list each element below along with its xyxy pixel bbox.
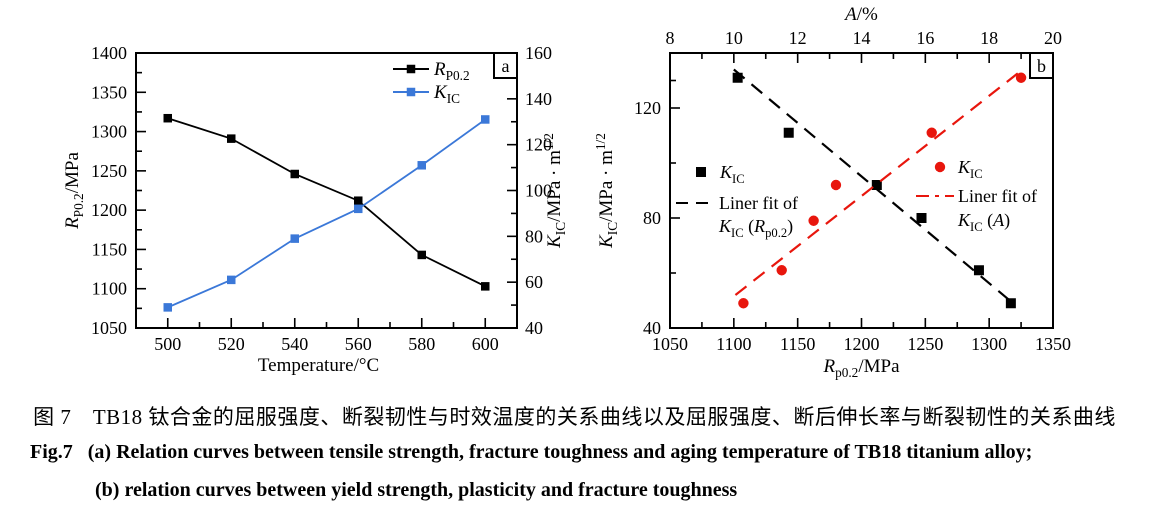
data-point-square <box>916 213 927 223</box>
data-point-circle <box>738 298 749 309</box>
legend-label: KIC <box>719 162 745 186</box>
x-bottom-tick-label: 1250 <box>907 334 943 354</box>
legend-fit-label: KIC (A) <box>957 210 1010 234</box>
data-point-circle <box>934 161 946 173</box>
x-top-tick-label: 16 <box>916 28 934 48</box>
data-point-square <box>481 115 490 124</box>
fit-line-red <box>734 68 1024 296</box>
data-point-circle <box>808 215 819 226</box>
y-right-tick-label: 100 <box>525 181 552 201</box>
y-left-tick-label: 1100 <box>92 279 127 299</box>
data-point-square <box>406 87 416 97</box>
data-point-square <box>227 275 236 285</box>
data-point-square <box>163 303 172 312</box>
x-top-tick-label: 8 <box>666 28 675 48</box>
x-top-tick-label: 12 <box>789 28 807 48</box>
data-point-square <box>783 127 794 138</box>
x-tick-label: 600 <box>472 334 499 354</box>
x-tick-label: 540 <box>281 334 308 354</box>
y-right-tick-label: 160 <box>525 43 552 63</box>
y-right-axis-title: KIC/MPa · m1/2 <box>541 133 568 249</box>
data-point-square <box>290 169 299 179</box>
x-bottom-tick-label: 1300 <box>971 334 1007 354</box>
panel-label-box <box>493 52 518 79</box>
x-tick-label: 520 <box>218 334 245 354</box>
data-point-square <box>290 234 299 243</box>
legend-label: RP0.2 <box>433 59 470 83</box>
data-point-square <box>973 265 984 276</box>
y-left-tick-label: 1150 <box>92 239 127 259</box>
y-left-tick-label: 1350 <box>91 82 127 102</box>
x-top-tick-label: 10 <box>725 28 743 48</box>
y-right-tick-label: 140 <box>525 89 552 109</box>
data-point-circle <box>776 265 787 276</box>
x-bottom-tick-label: 1150 <box>780 334 815 354</box>
data-point-square <box>417 250 426 260</box>
x-top-tick-label: 20 <box>1044 28 1062 48</box>
data-point-square <box>354 204 363 214</box>
x-bottom-tick-label: 1350 <box>1035 334 1071 354</box>
y-axis-title: KIC/MPa · m1/2 <box>593 133 620 249</box>
y-tick-label: 40 <box>643 318 661 338</box>
caption-chinese: 图 7 TB18 钛合金的屈服强度、断裂韧性与时效温度的关系曲线以及屈服强度、断… <box>33 405 1116 429</box>
plot-frame <box>669 52 1054 329</box>
x-tick-label: 500 <box>154 334 181 354</box>
data-point-square <box>481 282 490 291</box>
x-bottom-tick-label: 1100 <box>716 334 751 354</box>
y-left-tick-label: 1300 <box>91 122 127 142</box>
x-top-tick-label: 18 <box>980 28 998 48</box>
panel-label-box <box>1029 52 1054 79</box>
fit-line-black <box>733 68 1016 306</box>
data-point-square <box>871 180 882 190</box>
y-tick-label: 120 <box>634 98 661 118</box>
data-point-circle <box>830 179 842 191</box>
caption-english-a: Fig.7 (a) Relation curves between tensil… <box>30 441 1033 463</box>
series-line-black <box>167 117 486 288</box>
legend-label: KIC <box>433 82 460 106</box>
data-point-square <box>406 64 416 74</box>
y-right-tick-label: 80 <box>525 226 543 246</box>
legend-fit-label: Liner fit of <box>958 186 1037 206</box>
y-right-tick-label: 120 <box>525 135 552 155</box>
x-bottom-tick-label: 1050 <box>652 334 688 354</box>
y-right-tick-label: 60 <box>525 272 543 292</box>
chart-b: 40 80 120 1050 1100 1150 1200 1250 1300 1350 8 10 12… <box>593 4 1071 380</box>
legend-label: KIC <box>957 157 983 181</box>
x-bottom-tick-label: 1200 <box>844 334 880 354</box>
data-point-circle <box>1015 72 1027 83</box>
panel-label: b <box>1037 56 1046 76</box>
panel-label: a <box>502 56 510 76</box>
y-left-tick-label: 1050 <box>91 318 127 338</box>
x-bottom-axis-title: Rp0.2/MPa <box>822 356 900 380</box>
y-left-tick-label: 1200 <box>91 200 127 220</box>
data-point-circle <box>926 127 937 138</box>
data-point-square <box>1005 298 1016 309</box>
figure-charts: 1050 1100 1150 1200 1250 1300 1350 1400 40 60 80 10… <box>62 4 1071 380</box>
data-point-square <box>696 167 706 177</box>
x-axis-title: Temperature/°C <box>258 355 379 376</box>
x-tick-label: 560 <box>345 334 372 354</box>
legend-fit-label: Liner fit of <box>719 193 798 213</box>
data-point-square <box>732 72 743 83</box>
chart-a: 1050 1100 1150 1200 1250 1300 1350 1400 40 60 80 10… <box>62 43 568 376</box>
y-tick-label: 80 <box>643 208 661 228</box>
y-right-tick-label: 40 <box>525 318 543 338</box>
series-line-blue <box>167 118 486 309</box>
data-point-square <box>354 196 363 205</box>
y-left-axis-title: RP0.2/MPa <box>62 152 86 230</box>
x-tick-label: 580 <box>408 334 435 354</box>
y-left-tick-label: 1250 <box>91 161 127 181</box>
x-top-tick-label: 14 <box>853 28 871 48</box>
data-point-square <box>163 113 172 123</box>
legend-fit-label: KIC (Rp0.2) <box>718 216 793 240</box>
y-left-tick-label: 1400 <box>91 43 127 63</box>
data-point-square <box>227 134 236 143</box>
x-top-axis-title: A/% <box>843 4 878 25</box>
plot-frame <box>135 52 518 329</box>
data-point-square <box>417 161 426 170</box>
caption-english-b: (b) relation curves between yield streng… <box>95 479 738 501</box>
